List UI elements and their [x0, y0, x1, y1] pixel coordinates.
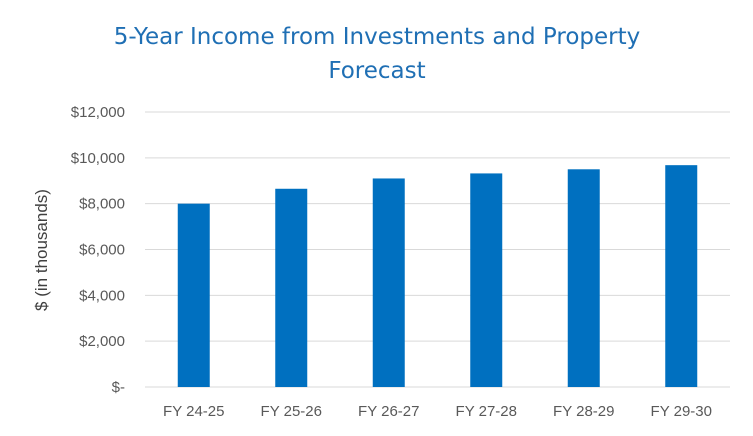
y-tick-label: $2,000 — [79, 333, 125, 350]
bar-fy-28-29 — [567, 169, 600, 387]
x-axis-tick-labels: FY 24-25 FY 25-26 FY 26-27 FY 27-28 FY 28-29… — [163, 403, 712, 420]
y-axis-label: $ (in thousands) — [32, 189, 51, 311]
x-tick-label: FY 28-29 — [553, 403, 614, 420]
gridlines — [145, 111, 730, 388]
x-tick-label: FY 29-30 — [651, 403, 712, 420]
x-tick-label: FY 25-26 — [261, 403, 322, 420]
y-tick-label: $8,000 — [79, 196, 125, 213]
bar-fy-24-25 — [177, 203, 210, 387]
x-tick-label: FY 26-27 — [358, 403, 419, 420]
x-tick-label: FY 24-25 — [163, 403, 224, 420]
chart-title-line-2: Forecast — [328, 58, 425, 84]
y-tick-label: $4,000 — [79, 287, 125, 304]
bar-fy-26-27 — [372, 178, 405, 387]
y-tick-label: $10,000 — [71, 150, 125, 167]
bar-fy-25-26 — [275, 188, 308, 387]
bar-fy-27-28 — [470, 173, 503, 387]
bars — [177, 165, 698, 387]
y-tick-label: $- — [112, 379, 125, 396]
chart-title-line-1: 5-Year Income from Investments and Prope… — [114, 24, 640, 50]
y-tick-label: $12,000 — [71, 104, 125, 121]
y-tick-label: $6,000 — [79, 242, 125, 259]
y-axis-tick-labels: $- $2,000 $4,000 $6,000 $8,000 $10,000 $12,000 — [71, 104, 125, 396]
bar-fy-29-30 — [665, 165, 698, 387]
x-tick-label: FY 27-28 — [456, 403, 517, 420]
